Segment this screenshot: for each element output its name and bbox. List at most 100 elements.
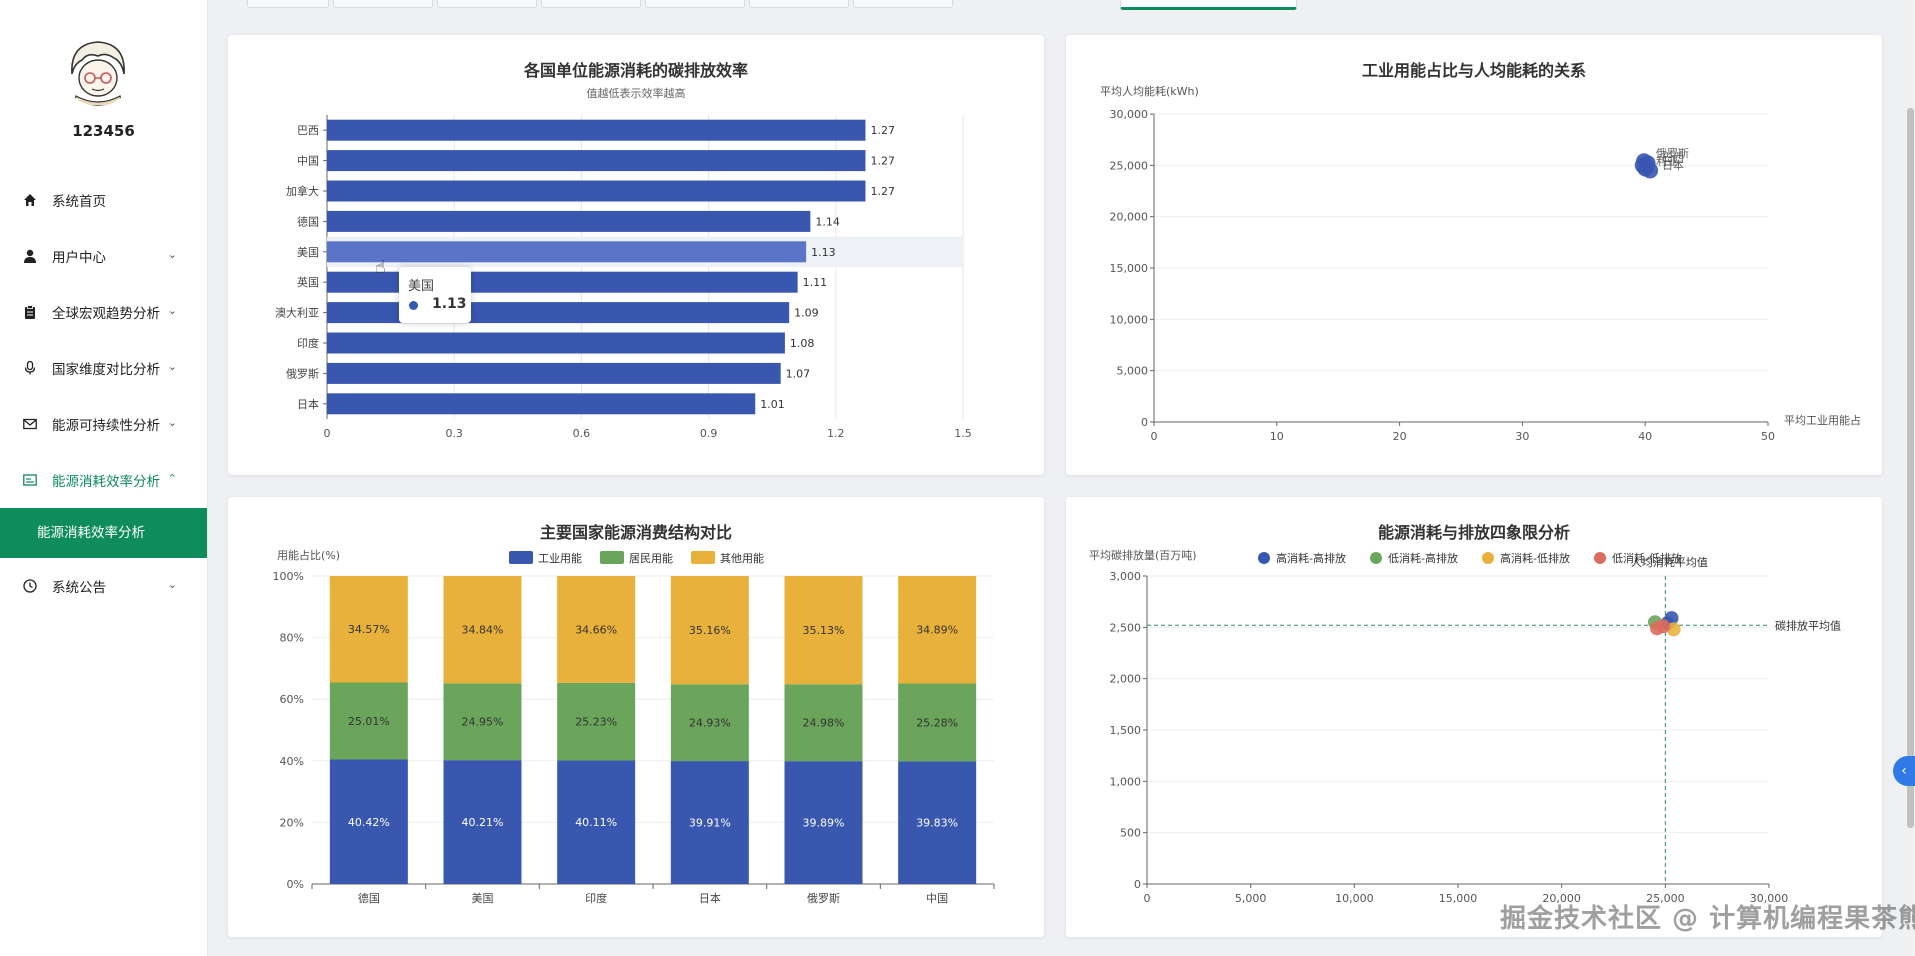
scrollbar-thumb[interactable] — [1907, 108, 1914, 828]
data-label: 39.89% — [803, 817, 845, 830]
y-tick-label: 中国 — [297, 155, 319, 168]
tab[interactable] — [541, 0, 641, 8]
x-tick-label: 10 — [1270, 430, 1284, 443]
sidebar-item-label: 用户中心 — [52, 250, 106, 266]
legend-swatch — [691, 551, 715, 564]
data-label: 34.84% — [462, 624, 504, 637]
chevron-down-icon: ⌄ — [167, 304, 177, 317]
legend-marker — [1258, 552, 1270, 564]
data-label: 1.14 — [815, 215, 840, 228]
data-label: 25.01% — [348, 715, 390, 728]
sidebar-item-country-compare[interactable]: 国家维度对比分析 ⌄ — [0, 340, 207, 396]
tab-active[interactable] — [1120, 0, 1297, 10]
stacked-bar-segment — [784, 576, 863, 685]
chevron-down-icon: ⌄ — [167, 360, 177, 373]
y-tick-label: 15,000 — [1110, 262, 1149, 275]
sidebar-item-label: 能源可持续性分析 — [52, 418, 160, 434]
chart-title: 能源消耗与排放四象限分析 — [1377, 523, 1570, 542]
stacked-bar-segment — [670, 684, 749, 762]
sidebar-item-label: 能源消耗效率分析 — [52, 474, 160, 490]
stacked-bar-segment — [898, 761, 977, 884]
collapse-arrow-icon[interactable]: ‹ — [1893, 756, 1915, 786]
stacked-bar-chart: 用能占比(%) 工业用能 居民用能 其他用能 0% 20% 40% 60% 80% 100% 德国 4… — [273, 548, 995, 905]
x-tick-label: 印度 — [585, 891, 607, 905]
sidebar-item-global-trend[interactable]: 全球宏观趋势分析 ⌄ — [0, 284, 207, 340]
stacked-bar-segment — [443, 576, 522, 684]
bar — [327, 241, 807, 263]
y-tick-label: 德国 — [297, 214, 319, 228]
avatar[interactable] — [62, 34, 134, 106]
point-label: 巴西 — [1662, 151, 1684, 164]
tab[interactable] — [645, 0, 745, 8]
y-tick-label: 30,000 — [1110, 108, 1149, 121]
page-scrollbar[interactable] — [1906, 0, 1915, 956]
chevron-down-icon: ⌄ — [167, 248, 177, 261]
x-tick-label: 30,000 — [1750, 892, 1789, 905]
legend-marker — [1482, 552, 1494, 564]
y-tick-label: 澳大利亚 — [275, 306, 319, 320]
y-axis-title: 用能占比(%) — [277, 548, 340, 562]
tab[interactable] — [437, 0, 537, 8]
data-label: 24.98% — [803, 717, 845, 730]
chart-title: 工业用能占比与人均能耗的关系 — [1361, 61, 1586, 80]
y-tick-label: 20% — [280, 816, 304, 829]
clipboard-icon — [22, 304, 38, 320]
stacked-bar-segment — [784, 761, 863, 884]
sidebar-item-user-center[interactable]: 用户中心 ⌄ — [0, 228, 207, 284]
x-tick-label: 30 — [1515, 430, 1529, 443]
y-tick-label: 2,000 — [1110, 673, 1142, 686]
chart-tooltip: 美国 1.13 — [399, 267, 471, 323]
y-tick-label: 60% — [280, 693, 304, 706]
y-tick-label: 3,000 — [1110, 570, 1142, 583]
y-tick-label: 40% — [280, 755, 304, 768]
y-tick-label: 500 — [1120, 827, 1141, 840]
legend-swatch — [509, 551, 533, 564]
chevron-down-icon: ⌄ — [167, 416, 177, 429]
point-label: 俄罗斯 — [1656, 147, 1689, 160]
sidebar-item-announcement[interactable]: 系统公告 ⌄ — [0, 558, 207, 614]
scatter-point — [1637, 160, 1654, 177]
y-axis-title: 平均碳排放量(百万吨) — [1089, 548, 1197, 562]
sidebar-item-home[interactable]: 系统首页 — [0, 172, 207, 228]
y-tick-label: 俄罗斯 — [286, 367, 319, 380]
stacked-bar-segment — [329, 759, 408, 884]
tab[interactable] — [333, 0, 433, 8]
user-icon — [22, 248, 38, 264]
username: 123456 — [72, 122, 135, 140]
tab[interactable] — [749, 0, 849, 8]
bar — [327, 180, 866, 202]
tab[interactable] — [247, 0, 329, 8]
y-tick-label: 10,000 — [1110, 313, 1149, 326]
data-label: 1.27 — [870, 124, 895, 137]
x-tick-label: 0.3 — [445, 427, 463, 440]
chart-title: 主要国家能源消费结构对比 — [539, 523, 732, 542]
sidebar-item-label: 国家维度对比分析 — [52, 362, 160, 378]
submenu-item-efficiency-analysis[interactable]: 能源消耗效率分析 — [0, 508, 207, 558]
point-label: 利亚 — [1656, 155, 1678, 168]
legend-label: 低消耗-高排放 — [1388, 551, 1458, 565]
x-tick-label: 10,000 — [1335, 892, 1374, 905]
chart-card-industry-vs-per-capita: 工业用能占比与人均能耗的关系 平均人均能耗(kWh) 平均工业用能占 0 5,000 1… — [1066, 35, 1882, 475]
sidebar-item-sustainability[interactable]: 能源可持续性分析 ⌄ — [0, 396, 207, 452]
sidebar: 123456 系统首页 用户中心 ⌄ 全球宏观趋势分析 ⌄ 国家维 — [0, 0, 208, 956]
stacked-bar-segment — [557, 576, 636, 683]
hand-cursor-icon: ☝ — [375, 257, 386, 278]
scatter-point — [1656, 619, 1671, 634]
legend-label: 低消耗-低排放 — [1612, 551, 1682, 565]
clock-icon — [22, 578, 38, 594]
tab[interactable] — [853, 0, 953, 8]
data-label: 1.01 — [760, 398, 785, 411]
bar — [327, 210, 811, 232]
y-tick-label: 80% — [280, 632, 304, 645]
stacked-bar-segment — [670, 761, 749, 884]
reference-line-label: 碳排放平均值 — [1775, 618, 1841, 632]
watermark-text: 掘金技术社区 @ 计算机编程果茶熊 — [1500, 904, 1915, 934]
y-tick-label: 0% — [287, 878, 304, 891]
mail-icon — [22, 416, 38, 432]
sidebar-item-efficiency[interactable]: 能源消耗效率分析 ⌃ — [0, 452, 207, 508]
legend-label: 高消耗-低排放 — [1500, 551, 1570, 565]
stacked-bar-segment — [670, 576, 749, 685]
y-tick-label: 1,000 — [1110, 775, 1142, 788]
sidebar-item-label: 系统公告 — [52, 580, 106, 596]
x-tick-label: 50 — [1761, 430, 1775, 443]
